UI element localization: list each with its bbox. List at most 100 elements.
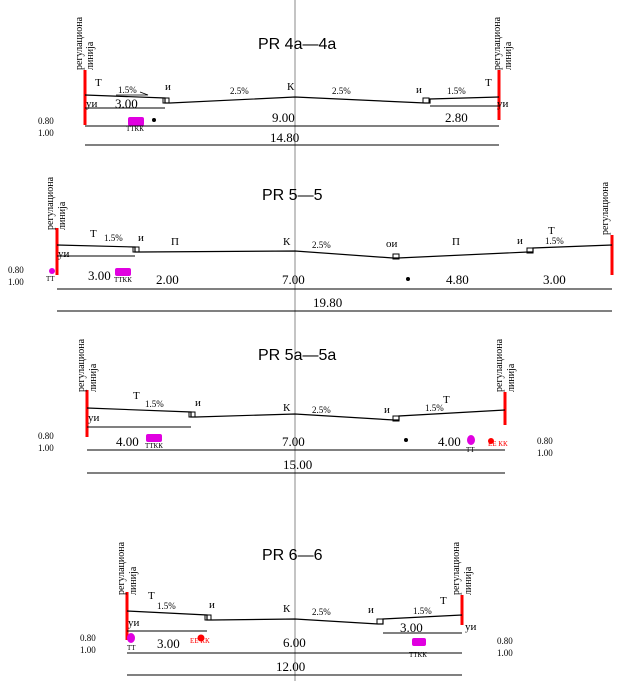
width-dim: 7.00 xyxy=(282,272,305,287)
label-ui: уи xyxy=(497,98,509,110)
slope-label: 1.5% xyxy=(157,601,176,611)
label-t: Т xyxy=(443,394,450,406)
regulation-label: регулациона xyxy=(76,338,87,392)
label-i: и xyxy=(416,84,422,96)
label-i: и xyxy=(165,81,171,93)
slope-label: 2.5% xyxy=(230,86,249,96)
label-t: Т xyxy=(440,595,447,607)
width-dim: 2.80 xyxy=(445,110,468,125)
regulation-label-b: линија xyxy=(506,363,517,392)
total-dim: 19.80 xyxy=(313,295,342,310)
offset-lower: 1.00 xyxy=(38,443,54,453)
slope-label: 2.5% xyxy=(312,607,331,617)
total-dim: 12.00 xyxy=(276,659,305,674)
label-k: К xyxy=(287,81,295,93)
installation-tt xyxy=(127,633,135,643)
offset-upper: 0.80 xyxy=(537,436,553,446)
label-k: К xyxy=(283,603,291,615)
slope-label: 2.5% xyxy=(332,86,351,96)
offset-upper: 0.80 xyxy=(497,636,513,646)
label-i: и xyxy=(209,599,215,611)
regulation-label: регулациона xyxy=(451,541,462,595)
offset-upper: 0.80 xyxy=(38,431,54,441)
section-title: PR 4a—4a xyxy=(258,36,336,53)
slope-label: 1.5% xyxy=(425,403,444,413)
section-title: PR 6—6 xyxy=(262,547,323,564)
label-i: и xyxy=(368,604,374,616)
label-i: и xyxy=(384,404,390,416)
width-dim: 3.00 xyxy=(115,96,138,111)
label-p: П xyxy=(171,236,179,248)
label-i: и xyxy=(517,235,523,247)
regulation-label-b: линија xyxy=(128,566,139,595)
label-ui: уи xyxy=(465,621,477,633)
width-dim: 4.80 xyxy=(446,272,469,287)
tt-label: ТТ xyxy=(127,644,136,652)
regulation-label-b: линија xyxy=(57,201,68,230)
offset-lower: 1.00 xyxy=(80,645,96,655)
section-title: PR 5a—5a xyxy=(258,347,336,364)
section-title: PR 5—5 xyxy=(262,187,323,204)
width-dim: 3.00 xyxy=(400,620,423,635)
label-ui: уи xyxy=(128,617,140,629)
curb-right xyxy=(526,247,534,254)
installation-dot xyxy=(152,118,156,122)
installation-tkk xyxy=(128,117,144,126)
offset-lower: 1.00 xyxy=(38,128,54,138)
tkk-label: ТТКК xyxy=(114,276,132,284)
slope-label: 1.5% xyxy=(545,236,564,246)
offset-lower: 1.00 xyxy=(537,448,553,458)
installation-dot xyxy=(404,438,408,442)
section-pr-6-6: PR 6—6 регулациона линија регулациона ли… xyxy=(80,541,513,676)
label-ui: уи xyxy=(58,248,70,260)
regulation-label-b: линија xyxy=(503,41,514,70)
label-k: К xyxy=(283,236,291,248)
total-dim: 14.80 xyxy=(270,130,299,145)
slope-label: 1.5% xyxy=(413,606,432,616)
tt-label: ТТ xyxy=(46,275,55,283)
regulation-label-b: линија xyxy=(88,363,99,392)
curb-left xyxy=(188,411,196,418)
slope-label: 1.5% xyxy=(118,85,137,95)
width-dim: 9.00 xyxy=(272,110,295,125)
label-p: П xyxy=(452,236,460,248)
ek-label: ЕЕ КК xyxy=(488,440,508,448)
label-t: Т xyxy=(548,225,555,237)
width-dim: 4.00 xyxy=(116,434,139,449)
tkk-label: ТТКК xyxy=(145,442,163,450)
section-pr-4a-4a: PR 4a—4a регулациона линија регулациона … xyxy=(38,16,514,146)
curb-right xyxy=(392,415,400,422)
curb-left xyxy=(204,614,212,621)
slope-arrow xyxy=(116,91,149,96)
regulation-label: регулациона xyxy=(45,176,56,230)
regulation-label: регулациона xyxy=(74,16,85,70)
regulation-label: регулациона xyxy=(492,16,503,70)
width-dim: 3.00 xyxy=(157,636,180,651)
installation-dot xyxy=(406,277,410,281)
installation-tkk xyxy=(146,434,162,442)
installation-tt xyxy=(467,435,475,445)
label-t: Т xyxy=(133,390,140,402)
curb-right xyxy=(422,97,430,104)
offset-lower: 1.00 xyxy=(8,277,24,287)
curb-right xyxy=(376,618,384,625)
label-i: и xyxy=(195,397,201,409)
width-dim: 6.00 xyxy=(283,635,306,650)
slope-label: 1.5% xyxy=(145,399,164,409)
tkk-label: ТТКК xyxy=(126,125,144,133)
label-ui: уи xyxy=(88,412,100,424)
regulation-label: регулациона xyxy=(116,541,127,595)
offset-upper: 0.80 xyxy=(38,116,54,126)
width-dim: 2.00 xyxy=(156,272,179,287)
regulation-label-b: линија xyxy=(85,41,96,70)
offset-upper: 0.80 xyxy=(80,633,96,643)
label-ui: уи xyxy=(86,98,98,110)
label-k: К xyxy=(283,402,291,414)
width-dim: 3.00 xyxy=(543,272,566,287)
tkk-label: ТТКК xyxy=(409,651,427,659)
curb-left xyxy=(162,97,170,104)
installation-ek xyxy=(488,438,494,444)
label-t: Т xyxy=(95,77,102,89)
installation-tkk xyxy=(115,268,131,276)
